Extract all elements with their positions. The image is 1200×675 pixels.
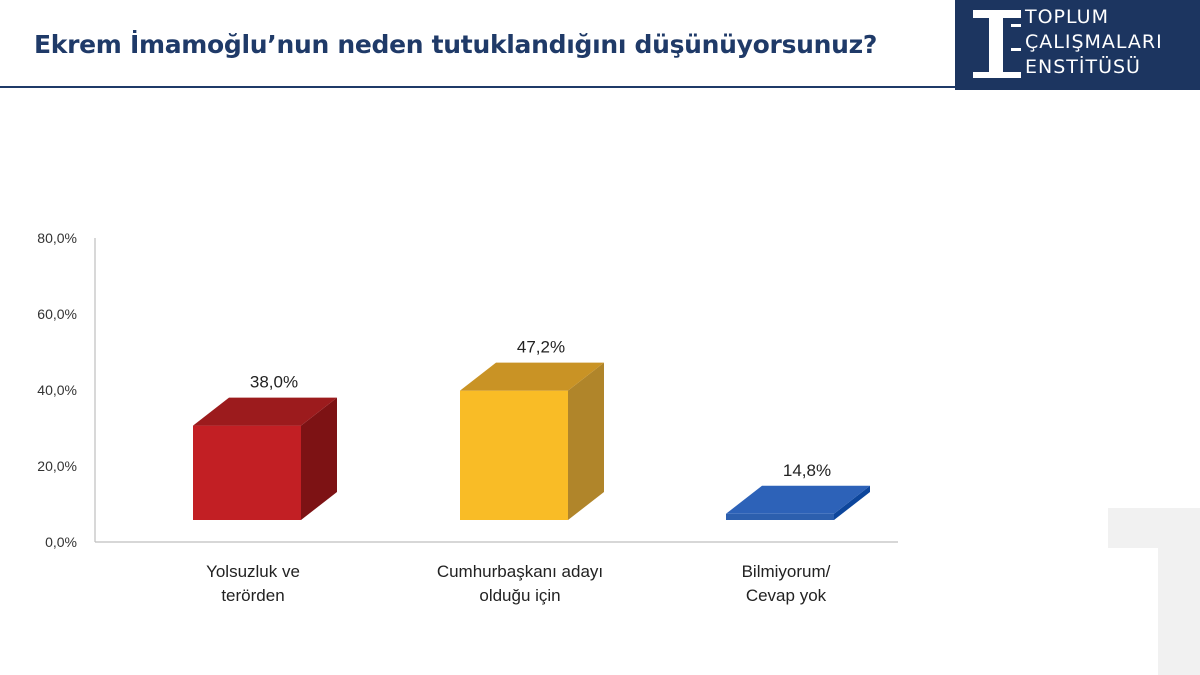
watermark-logo-icon (1108, 508, 1200, 675)
x-tick-label: Bilmiyorum/ (742, 562, 831, 581)
bar-top (193, 397, 337, 426)
logo-mark-icon (973, 10, 1021, 78)
x-tick-label: terörden (221, 586, 284, 605)
y-tick-label: 0,0% (45, 534, 77, 550)
x-tick-label: Yolsuzluk ve (206, 562, 300, 581)
bar-front (726, 513, 834, 520)
logo-text: TOPLUM ÇALIŞMALARI ENSTİTÜSÜ (1025, 5, 1163, 80)
bar-chart: 0,0% 20,0% 40,0% 60,0% 80,0% 38,0% Yolsuzluk v… (37, 230, 898, 605)
y-tick-label: 60,0% (37, 306, 77, 322)
data-label: 14,8% (783, 461, 831, 480)
logo-line: TOPLUM (1025, 6, 1109, 28)
x-tick-label: Cevap yok (746, 586, 827, 605)
header-divider (0, 86, 955, 88)
data-label: 38,0% (250, 373, 298, 392)
x-tick-label: olduğu için (479, 586, 560, 605)
bar-side (568, 362, 604, 520)
bar-front (460, 390, 568, 520)
x-tick-label: Cumhurbaşkanı adayı (437, 562, 603, 581)
logo-line: ÇALIŞMALARI (1025, 31, 1163, 53)
bar-side (301, 397, 337, 520)
logo: TOPLUM ÇALIŞMALARI ENSTİTÜSÜ (955, 0, 1200, 90)
bar-side (834, 485, 870, 520)
data-label: 47,2% (517, 338, 565, 357)
y-tick-label: 20,0% (37, 458, 77, 474)
logo-line: ENSTİTÜSÜ (1025, 56, 1141, 78)
bar-top (460, 362, 604, 391)
y-tick-label: 80,0% (37, 230, 77, 246)
page-title: Ekrem İmamoğlu’nun neden tutuklandığını … (34, 30, 878, 59)
y-tick-label: 40,0% (37, 382, 77, 398)
header: Ekrem İmamoğlu’nun neden tutuklandığını … (0, 0, 1200, 90)
bar-front (193, 425, 301, 520)
bar-top (726, 485, 870, 514)
